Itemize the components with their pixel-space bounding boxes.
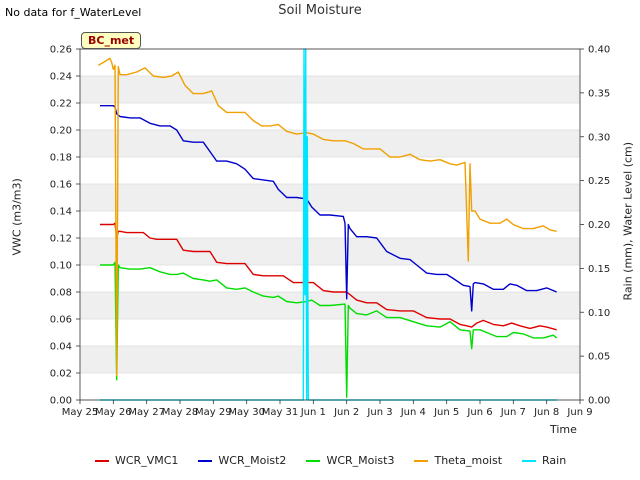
legend-label: WCR_Moist2 [218,454,287,467]
y-tick-label: 0.24 [50,72,72,83]
legend-item: WCR_VMC1 [95,454,178,467]
x-tick-label: May 28 [162,407,199,418]
y-axis-right-label: Rain (mm), Water Level (cm) [621,141,635,301]
y-tick-label: 0.20 [50,126,72,137]
y-tick-label: 0.06 [50,315,72,326]
no-data-note: No data for f_WaterLevel [5,6,142,19]
y-tick-label: 0.02 [50,369,72,380]
legend-item: Theta_moist [414,454,502,467]
y-tick-label: 0.22 [50,99,72,110]
legend-swatch [522,459,537,462]
chart-title: Soil Moisture [278,3,362,18]
y-axis-right: 0.00 0.05 0.10 0.15 0.20 0.25 0.30 0.35 0.40 [580,45,610,407]
y-tick-label: 0.00 [50,396,72,407]
x-tick-label: May 26 [95,407,132,418]
y-tick-label: 0.04 [50,342,72,353]
plot-band [80,346,580,373]
legend-label: Rain [542,454,567,467]
x-tick-label: Jun 1 [300,407,326,418]
y-right-tick-label: 0.05 [588,352,610,363]
y-tick-label: 0.12 [50,234,72,245]
legend-label: WCR_VMC1 [115,454,179,467]
legend-swatch [414,459,429,462]
series-line-theta-moist [97,57,557,377]
legend-label: Theta_moist [434,454,503,467]
y-tick-label: 0.16 [50,180,72,191]
y-right-tick-label: 0.30 [588,132,610,143]
x-tick-label: May 27 [128,407,165,418]
x-axis-label: Time [550,423,577,436]
x-tick-label: Jun 8 [533,407,559,418]
y-axis-label: VWC (m3/m3) [10,178,24,256]
x-tick-label: Jun 7 [500,407,526,418]
legend-item: WCR_Moist2 [198,454,286,467]
x-tick-label: Jun 5 [433,407,459,418]
y-right-tick-label: 0.40 [588,45,610,56]
plot-band [80,76,580,103]
series-line-wcr-moist2 [100,104,557,312]
legend-item: Rain [522,454,566,467]
y-tick-label: 0.14 [50,207,72,218]
y-right-tick-label: 0.35 [588,88,610,99]
y-tick-label: 0.18 [50,153,72,164]
plot-band [80,130,580,157]
site-badge: BC_met [81,32,142,49]
legend-item: WCR_Moist3 [306,454,394,467]
legend: WCR_VMC1 WCR_Moist2 WCR_Moist3 Theta_moi… [95,454,586,467]
y-right-tick-label: 0.00 [588,396,610,407]
x-tick-label: May 30 [228,407,265,418]
x-tick-label: May 25 [62,407,99,418]
y-right-tick-label: 0.20 [588,220,610,231]
legend-swatch [198,459,213,462]
x-tick-label: May 31 [262,407,299,418]
legend-label: WCR_Moist3 [326,454,395,467]
x-tick-label: Jun 4 [400,407,426,418]
legend-swatch [306,459,321,462]
y-right-tick-label: 0.15 [588,264,610,275]
y-right-tick-label: 0.25 [588,176,610,187]
y-right-tick-label: 0.10 [588,308,610,319]
y-axis-left: 0.00 0.02 0.04 0.06 0.08 0.10 0.12 0.14 0.16 0.18… [50,45,80,407]
plot-band [80,184,580,211]
x-tick-label: Jun 2 [333,407,359,418]
x-tick-label: May 29 [195,407,232,418]
plot-bands [80,76,580,373]
x-tick-label: Jun 9 [566,407,592,418]
plot-band [80,238,580,265]
legend-swatch [95,459,109,462]
y-tick-label: 0.10 [50,261,72,272]
y-tick-label: 0.26 [50,45,72,56]
series-line-wcr-moist3 [100,261,558,398]
x-tick-label: Jun 3 [366,407,392,418]
y-tick-label: 0.08 [50,288,72,299]
x-tick-label: Jun 6 [466,407,492,418]
